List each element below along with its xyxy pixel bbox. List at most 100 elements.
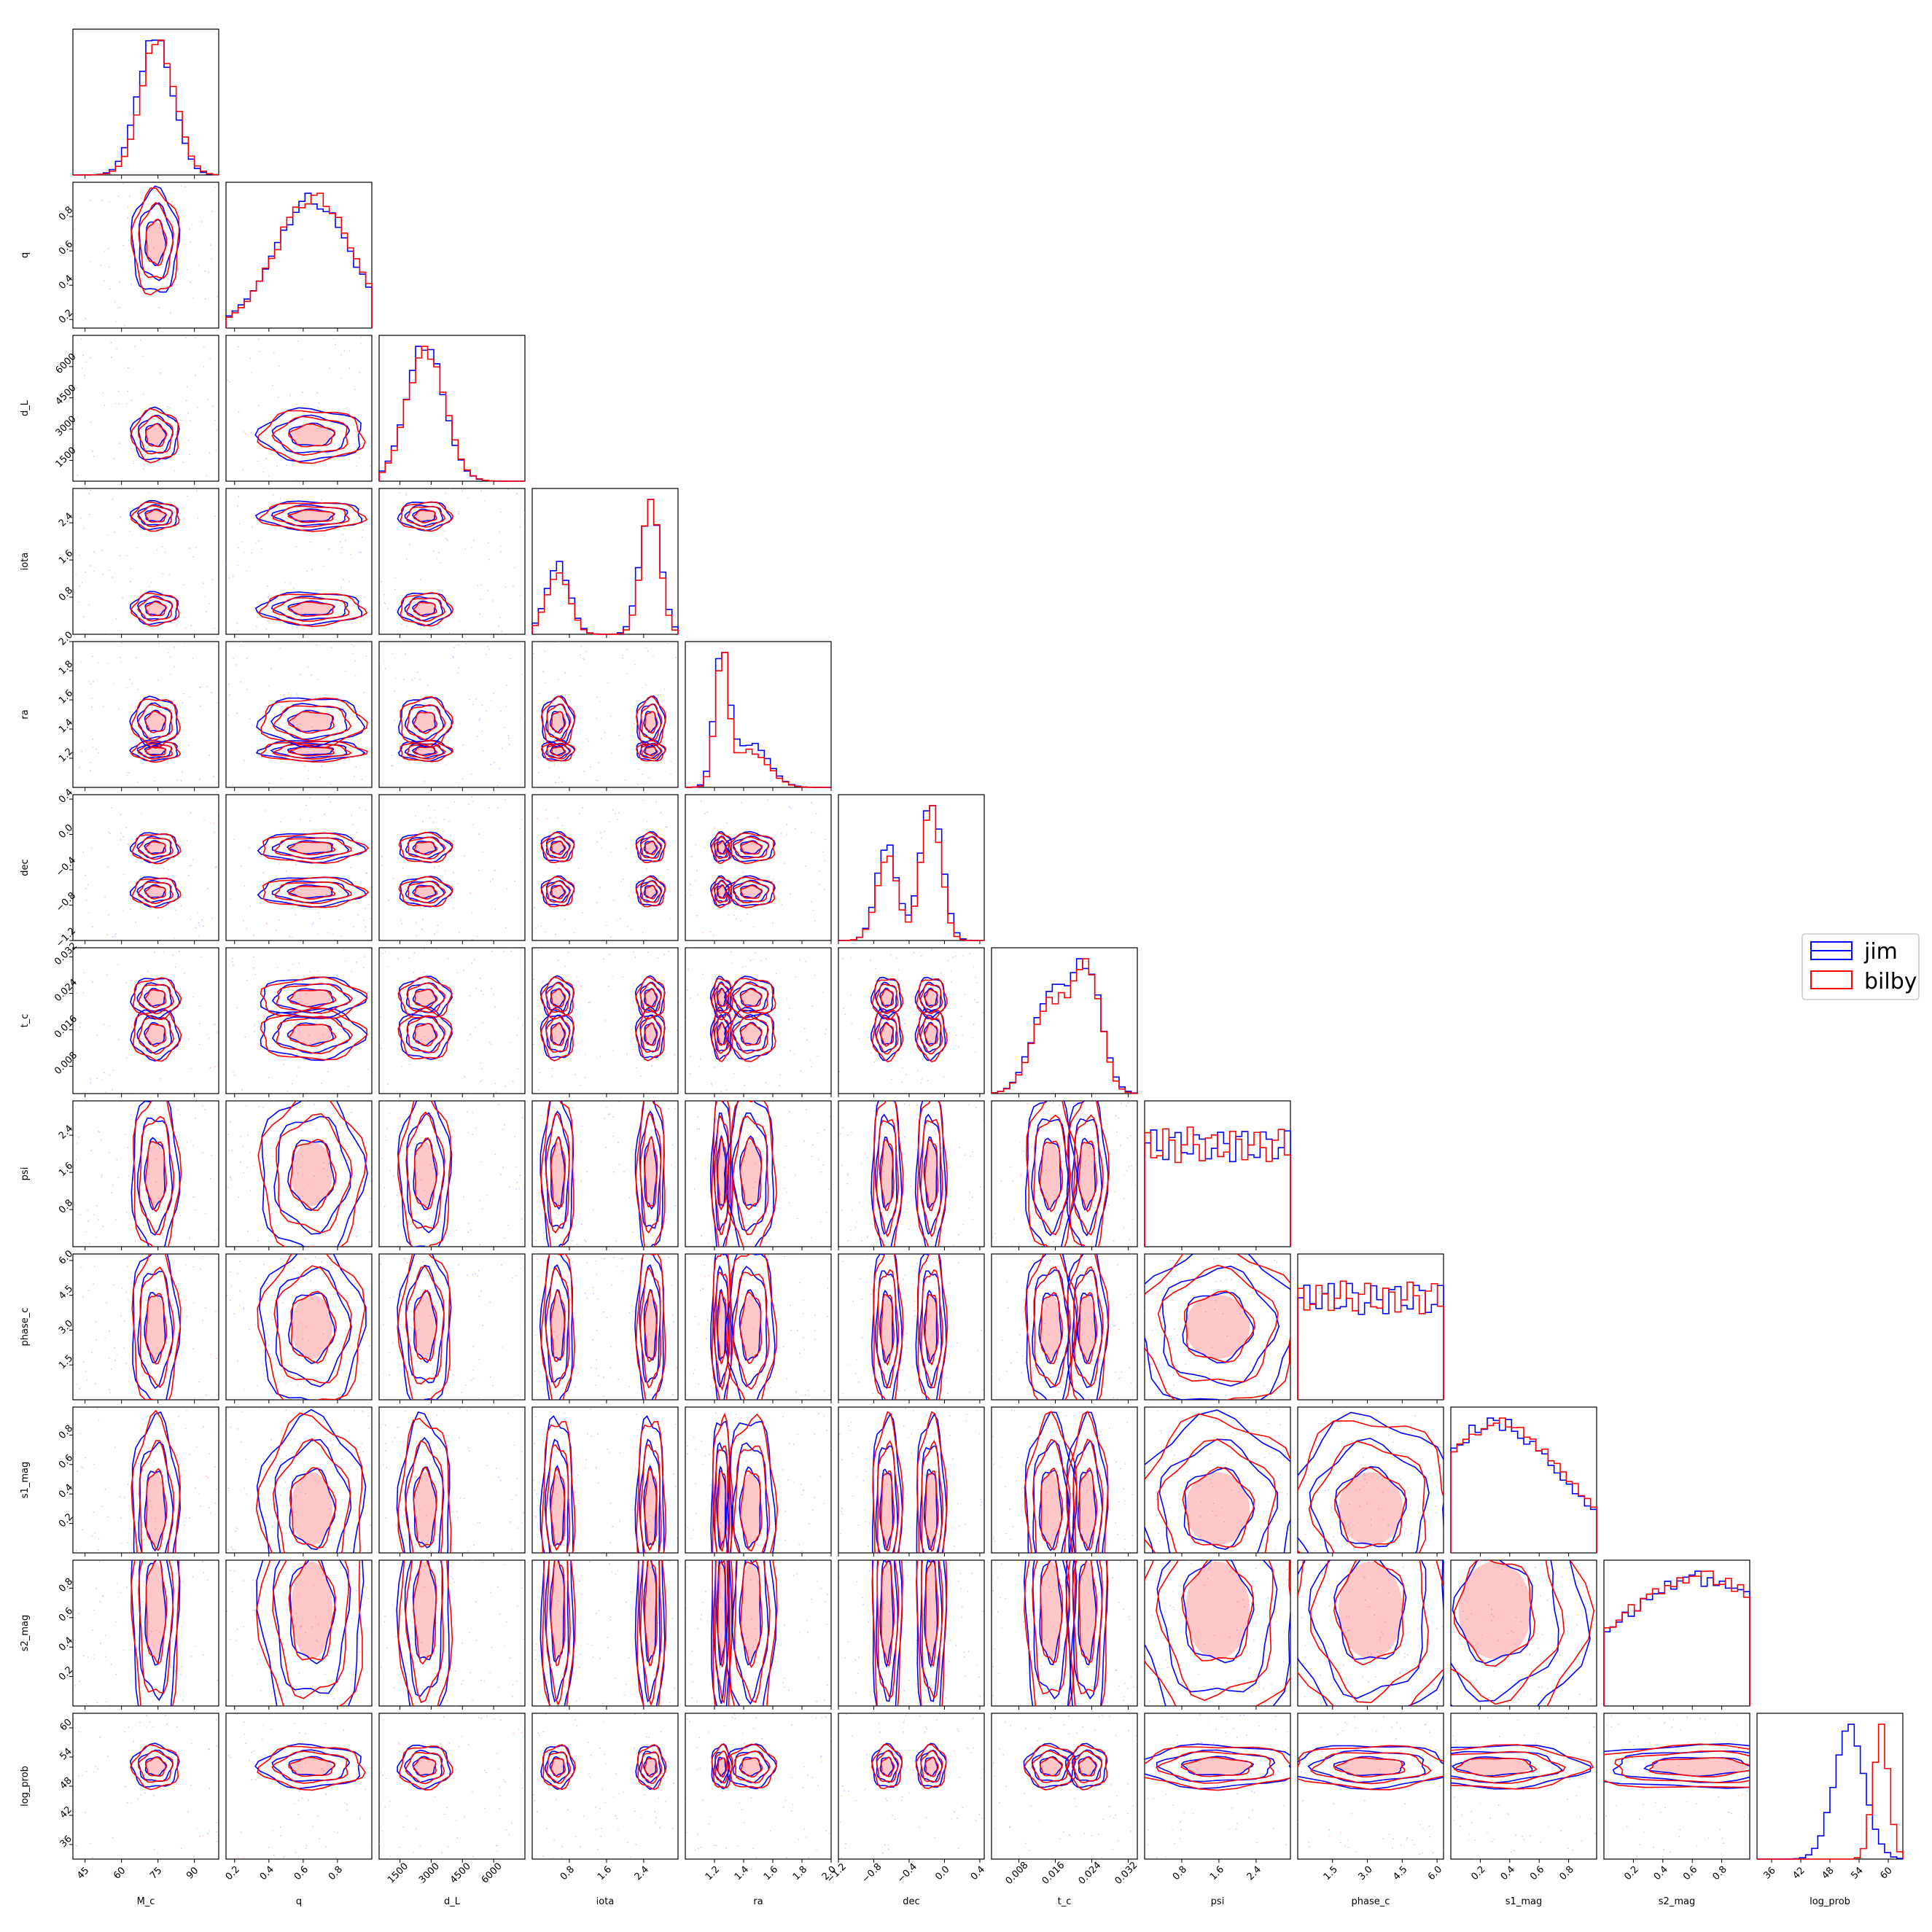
sample-point <box>298 1672 300 1674</box>
contour-jim <box>131 1560 181 1706</box>
sample-point <box>452 871 454 873</box>
sample-point <box>227 714 230 716</box>
sample-point <box>384 668 386 669</box>
sample-point <box>257 1298 260 1300</box>
sample-point <box>540 642 542 643</box>
sample-point <box>1244 1606 1245 1608</box>
sample-point <box>814 1339 816 1341</box>
contour-bilby <box>717 1022 728 1046</box>
sample-point <box>120 1543 122 1544</box>
contour-jim <box>1156 1560 1278 1693</box>
sample-point <box>1088 1145 1091 1148</box>
sample-point <box>130 567 132 569</box>
sample-point <box>609 936 612 938</box>
sample-point <box>1107 1672 1109 1674</box>
sample-point <box>166 405 168 408</box>
sample-point <box>509 1657 511 1659</box>
sample-point <box>252 1648 254 1650</box>
contour-bilby <box>133 977 182 1021</box>
sample-point <box>175 909 177 911</box>
sample-point <box>1236 1601 1239 1603</box>
sample-point <box>1282 1367 1284 1369</box>
sample-point <box>676 1029 678 1032</box>
sample-point <box>635 1468 636 1470</box>
contour-bilby <box>873 1254 904 1400</box>
contour-bilby <box>644 711 658 734</box>
sample-point <box>502 1347 504 1348</box>
sample-point <box>1368 1606 1371 1608</box>
sample-point <box>98 1538 100 1540</box>
sample-point <box>962 954 965 957</box>
sample-point <box>94 1382 96 1384</box>
sample-point <box>155 1254 157 1256</box>
contour-jim <box>923 1289 938 1364</box>
sample-point <box>452 1374 454 1376</box>
sample-point <box>1379 1637 1382 1639</box>
sample-point <box>73 900 75 903</box>
sample-point <box>1118 1501 1120 1503</box>
contour-bilby <box>407 881 446 904</box>
sample-point <box>930 1237 932 1239</box>
sample-point <box>345 540 346 541</box>
sample-point <box>657 1622 659 1624</box>
sample-point <box>714 1412 717 1414</box>
density-fill <box>1040 1472 1061 1546</box>
sample-point <box>254 973 257 975</box>
sample-point <box>180 1475 182 1477</box>
sample-point <box>129 678 131 680</box>
sample-point <box>797 1433 799 1436</box>
sample-point <box>611 1570 613 1573</box>
sample-point <box>195 1446 198 1448</box>
sample-point <box>668 950 670 952</box>
sample-point <box>957 1580 959 1582</box>
sample-point <box>1328 1647 1330 1649</box>
density-fill <box>644 841 657 854</box>
sample-point <box>889 1663 892 1665</box>
contour-bilby <box>288 1024 337 1048</box>
sample-point <box>701 973 704 975</box>
contour-bilby <box>137 837 174 860</box>
contour-bilby <box>273 1265 352 1384</box>
sample-point <box>803 1299 805 1301</box>
sample-point <box>1331 1507 1333 1509</box>
sample-point <box>92 655 93 658</box>
sample-point <box>1269 1409 1271 1411</box>
sample-point <box>556 1201 558 1203</box>
sample-point <box>755 1124 756 1126</box>
sample-point <box>178 1415 179 1417</box>
sample-point <box>838 1070 841 1072</box>
sample-point <box>401 623 402 626</box>
density-fill <box>414 510 435 522</box>
sample-point <box>610 1346 612 1348</box>
sample-point <box>841 1164 843 1166</box>
sample-point <box>1060 1648 1062 1651</box>
sample-point <box>934 1433 936 1435</box>
sample-point <box>624 779 626 781</box>
sample-point <box>521 673 523 675</box>
sample-point <box>864 1153 866 1155</box>
sample-point <box>322 1333 324 1335</box>
sample-point <box>1164 1629 1166 1632</box>
sample-point <box>351 1111 352 1113</box>
sample-point <box>647 776 650 779</box>
density-fill <box>1079 1472 1096 1546</box>
sample-point <box>106 974 108 976</box>
sample-point <box>79 1214 82 1216</box>
sample-point <box>160 1373 162 1375</box>
sample-point <box>700 801 702 802</box>
sample-point <box>398 1192 400 1194</box>
sample-point <box>557 959 559 962</box>
sample-point <box>569 1499 571 1500</box>
contour-bilby <box>405 597 445 623</box>
sample-point <box>176 284 177 286</box>
sample-point <box>160 1348 162 1350</box>
sample-point <box>360 343 362 344</box>
sample-point <box>440 1030 442 1032</box>
sample-point <box>245 433 247 435</box>
contour-bilby <box>725 876 776 908</box>
sample-point <box>1312 1689 1314 1691</box>
sample-point <box>244 1036 246 1038</box>
sample-point <box>340 552 342 554</box>
sample-point <box>940 972 942 974</box>
sample-point <box>306 570 308 572</box>
